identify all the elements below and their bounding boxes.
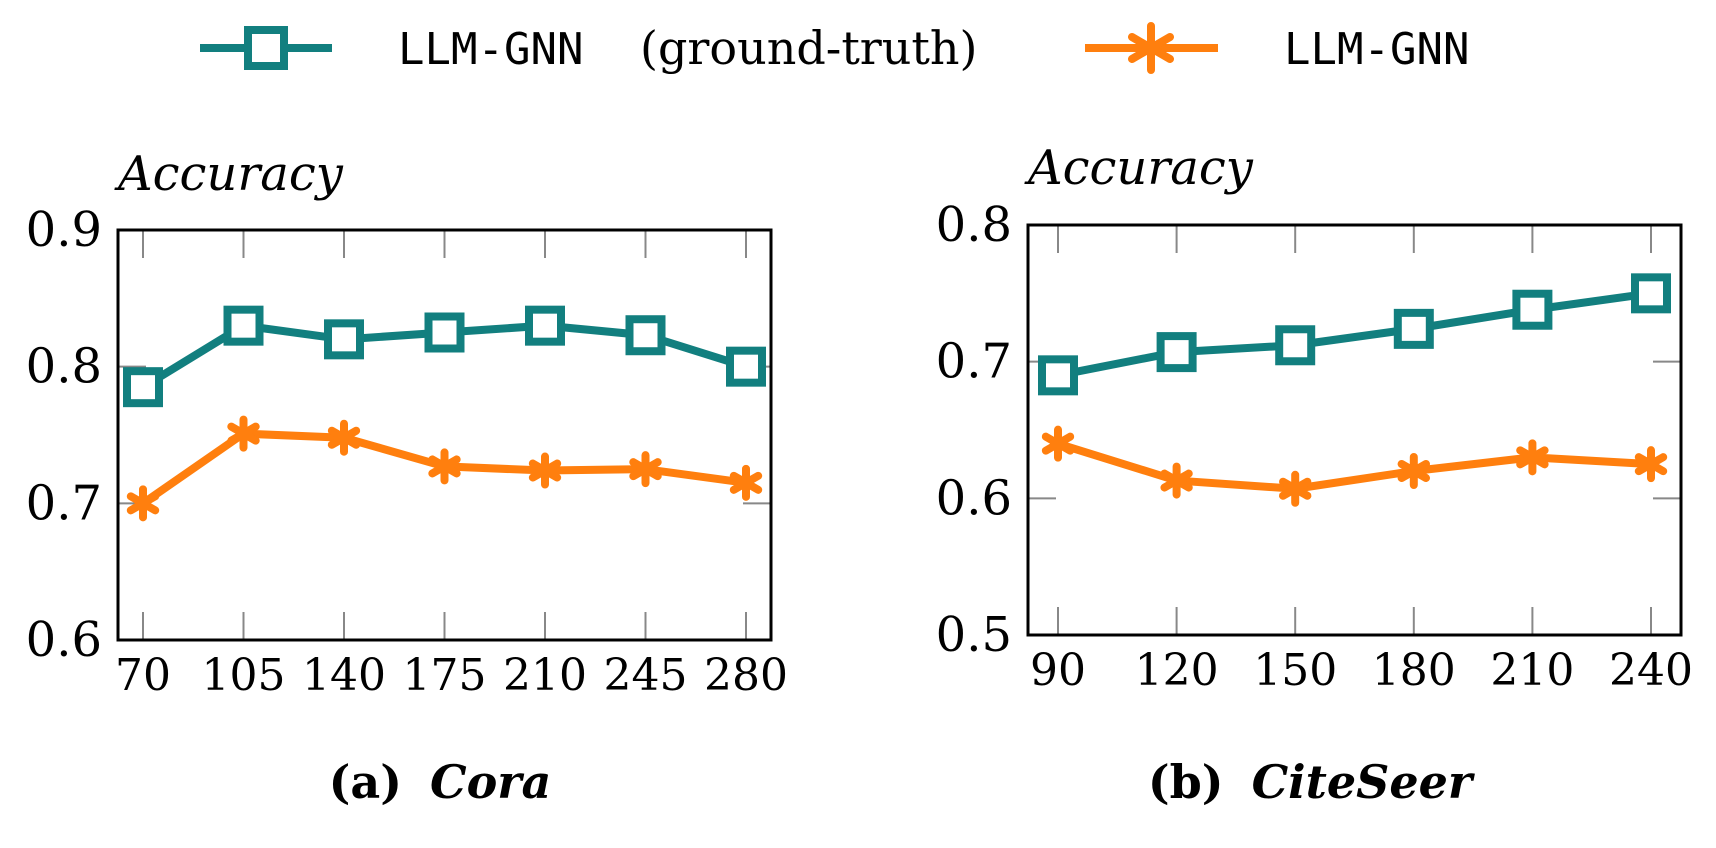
x-tick-labels-citeseer: 90 120 150 180 210 240: [1030, 645, 1693, 696]
y-axis-label-citeseer: Accuracy: [1024, 140, 1254, 196]
y-tick-labels-cora: 0.6 0.7 0.8 0.9: [26, 202, 102, 668]
legend-label-llm-gnn-code: LLM-GNN: [1284, 24, 1469, 75]
y-tick-label: 0.9: [26, 202, 102, 258]
caption-cora: (a) Cora: [329, 755, 552, 809]
tick-marks-cora: [118, 229, 771, 641]
square-marker-icon: [244, 26, 288, 70]
data-point-square: [525, 305, 565, 346]
legend-label-ground-truth-code: LLM-GNN: [398, 24, 583, 75]
x-tick-label: 240: [1609, 645, 1693, 696]
y-tick-label: 0.6: [936, 470, 1012, 526]
data-point-square: [1156, 332, 1197, 373]
x-tick-label: 180: [1372, 645, 1456, 696]
x-tick-label: 90: [1030, 645, 1086, 696]
y-tick-label: 0.7: [26, 475, 102, 531]
data-point-star: [729, 464, 763, 501]
data-point-square: [1393, 308, 1434, 349]
data-point-square: [1038, 355, 1078, 396]
data-point-star: [1516, 439, 1549, 476]
data-point-square: [726, 346, 766, 387]
data-point-square: [223, 305, 264, 346]
y-tick-labels-citeseer: 0.5 0.6 0.7 0.8: [936, 197, 1012, 663]
data-point-square: [1512, 289, 1553, 330]
series-ground-truth-cora: [123, 305, 766, 408]
x-tick-label: 245: [604, 650, 688, 701]
y-axis-label-cora: Accuracy: [114, 146, 344, 202]
x-tick-label: 70: [115, 650, 171, 701]
data-point-star: [428, 448, 461, 485]
y-tick-label: 0.7: [936, 334, 1012, 390]
data-point-star: [1160, 462, 1193, 499]
chart-cora: Accuracy 0.6 0.7 0.8 0.9 70 105 140 175 210 245 2…: [26, 146, 788, 809]
data-point-square: [123, 367, 163, 408]
caption-name-cora: Cora: [430, 755, 551, 809]
x-tick-label: 150: [1253, 645, 1337, 696]
tick-marks-citeseer: [1028, 224, 1681, 636]
plot-frame-citeseer: [1026, 223, 1683, 637]
series-citeseer: [1038, 273, 1671, 507]
caption-prefix-cora: (a): [329, 755, 402, 809]
plot-frame-cora: [116, 228, 773, 642]
x-tick-label: 140: [302, 650, 386, 701]
data-point-star: [126, 485, 160, 522]
series-ground-truth-citeseer: [1038, 273, 1671, 396]
legend-label-ground-truth-suffix: (ground-truth): [640, 21, 977, 75]
data-point-star: [1279, 470, 1312, 507]
x-tick-label: 210: [1490, 645, 1574, 696]
data-point-square: [1631, 273, 1671, 314]
caption-citeseer: (b) CiteSeer: [1148, 755, 1476, 809]
series-llm-gnn-citeseer: [1041, 425, 1668, 507]
series-line: [1056, 439, 1652, 493]
data-point-square: [324, 319, 364, 360]
y-tick-label: 0.5: [936, 607, 1012, 663]
star-marker-icon: [1128, 22, 1174, 74]
data-point-star: [327, 419, 361, 456]
x-tick-label: 210: [503, 650, 587, 701]
chart-citeseer: Accuracy 0.50.60.70.8 90 120 150 180 210 240 …: [936, 140, 1693, 809]
x-tick-label: 280: [704, 650, 788, 701]
x-tick-label: 120: [1135, 645, 1219, 696]
caption-prefix-citeseer: (b): [1148, 755, 1224, 809]
data-point-square: [424, 312, 465, 353]
series-cora: [123, 305, 766, 522]
legend-item-llm-gnn: LLM-GNN: [1085, 22, 1469, 75]
series-llm-gnn-cora: [126, 415, 763, 522]
x-tick-label: 105: [202, 650, 286, 701]
legend: LLM-GNN (ground-truth) LLM-GNN: [200, 21, 1469, 75]
caption-name-citeseer: CiteSeer: [1252, 755, 1476, 809]
legend-item-ground-truth: LLM-GNN (ground-truth): [200, 21, 977, 75]
y-tick-label: 0.8: [26, 339, 102, 395]
data-point-square: [1275, 325, 1316, 366]
x-tick-labels-cora: 70 105 140 175 210 245 280: [115, 650, 788, 701]
data-point-star: [1041, 425, 1075, 462]
y-tick-label: 0.8: [936, 197, 1012, 253]
data-point-star: [1397, 453, 1430, 489]
x-tick-label: 175: [403, 650, 487, 701]
data-point-star: [1634, 446, 1668, 483]
y-tick-label: 0.6: [26, 612, 102, 668]
data-point-star: [629, 451, 662, 488]
series-line: [1057, 289, 1652, 380]
data-point-star: [227, 415, 260, 452]
data-point-star: [528, 452, 562, 489]
data-point-square: [625, 315, 666, 356]
